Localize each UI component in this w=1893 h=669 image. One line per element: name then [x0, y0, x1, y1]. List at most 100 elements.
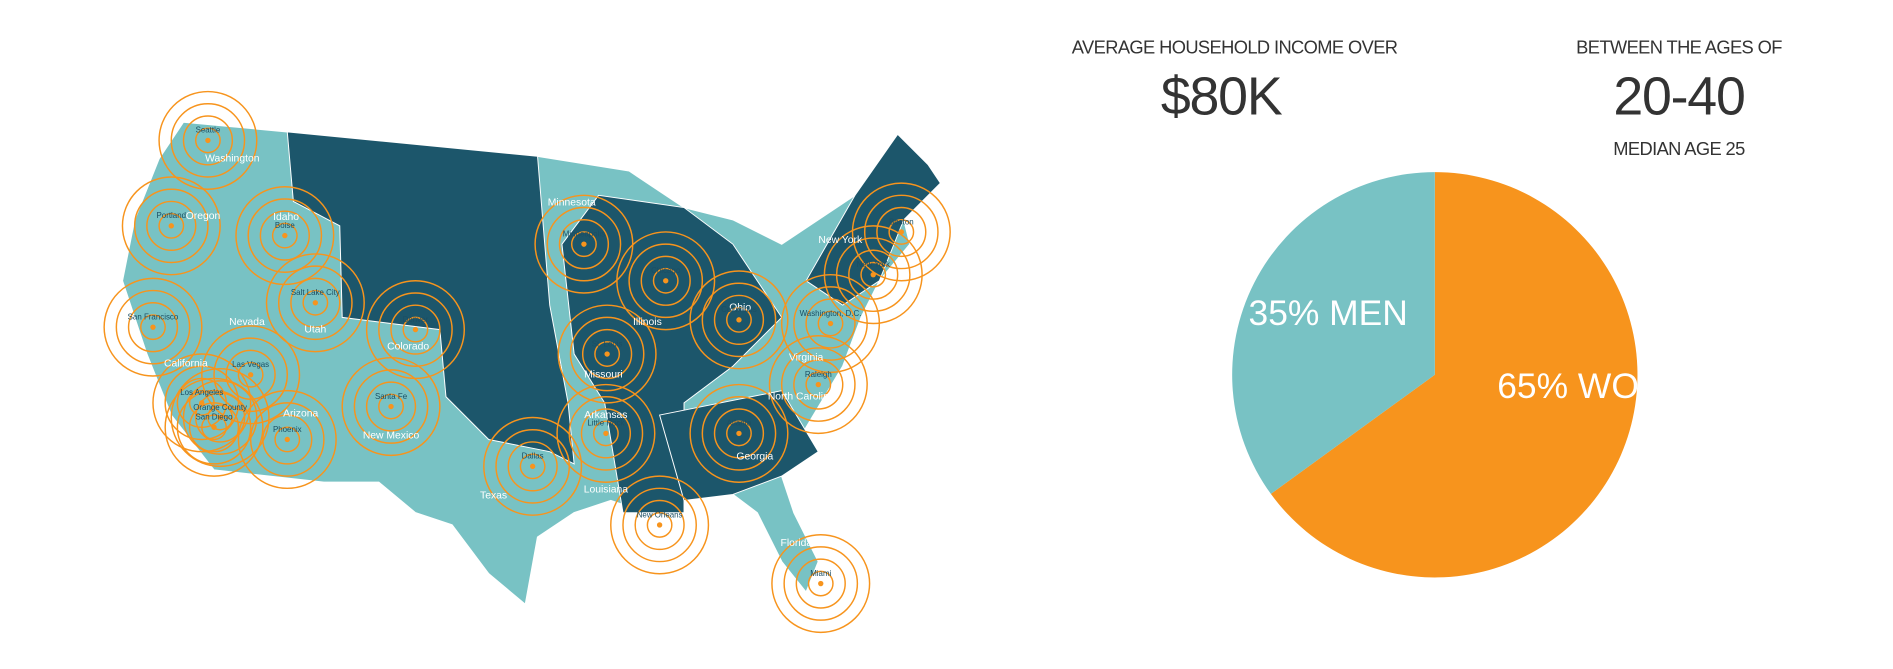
- city-dot: [284, 436, 290, 443]
- city-ring: [158, 212, 185, 239]
- city-ring: [402, 316, 429, 343]
- city-ring: [628, 243, 704, 319]
- city-ring: [121, 176, 221, 276]
- city-label: Portland: [157, 211, 187, 220]
- state-label: Washington: [205, 153, 260, 164]
- city-label: Los Angeles: [180, 388, 223, 397]
- median-age: MEDIAN AGE 25: [1613, 138, 1745, 159]
- state-label: Louisiana: [584, 484, 629, 495]
- city-dot: [827, 320, 834, 327]
- state-label: Texas: [480, 490, 507, 501]
- city-label: Little Rock: [587, 419, 624, 428]
- city-ring: [768, 334, 868, 435]
- city-ring: [640, 255, 691, 306]
- city-ring: [237, 361, 264, 388]
- city-ring: [726, 306, 752, 333]
- city-label: Orange County: [193, 403, 247, 412]
- state-label: Florida: [781, 538, 813, 549]
- state-label: Arizona: [283, 409, 318, 420]
- state-label: California: [164, 359, 208, 370]
- city-ring: [519, 453, 546, 480]
- city-label: Minneapolis: [563, 229, 605, 238]
- city-ring: [127, 302, 179, 353]
- city-ring: [876, 206, 927, 258]
- city-ring: [610, 475, 710, 575]
- city-ring: [390, 304, 441, 355]
- city-dot: [211, 424, 217, 430]
- state-label: Virginia: [789, 352, 824, 363]
- state-label: Georgia: [736, 451, 773, 462]
- pie-slice: [1232, 172, 1435, 494]
- city-ring: [570, 231, 597, 258]
- city-ring: [237, 389, 337, 490]
- city-ring: [805, 371, 832, 398]
- slice-label: 65% WOMEN: [1497, 366, 1717, 406]
- city-ring: [580, 408, 632, 459]
- city-dot: [529, 463, 536, 470]
- city-dot: [412, 326, 419, 333]
- city-ring: [259, 210, 310, 261]
- state-label: Nevada: [229, 317, 265, 328]
- city-ring: [558, 219, 610, 270]
- city-ring: [634, 499, 685, 551]
- city-dot: [205, 137, 211, 144]
- city-ring: [378, 393, 404, 420]
- city-ring: [247, 198, 323, 273]
- city-dot: [168, 223, 174, 229]
- state-label: Minnesota: [548, 197, 596, 208]
- state-label: New Mexico: [363, 431, 420, 442]
- state-label: Illinois: [633, 317, 662, 328]
- city-ring: [176, 389, 252, 465]
- state-label: New York: [818, 235, 863, 246]
- city-label: Las Vegas: [232, 360, 269, 369]
- city-ring: [140, 314, 166, 341]
- city-ring: [783, 546, 859, 621]
- city-ring: [353, 369, 429, 444]
- city-ring: [302, 289, 329, 316]
- age-caption: BETWEEN THE AGES OF: [1576, 37, 1782, 58]
- city-label: St. Louis: [592, 339, 623, 348]
- city-ring: [622, 487, 697, 563]
- city-ring: [713, 294, 765, 345]
- city-label: Phoenix: [273, 425, 302, 434]
- city-ring: [594, 341, 621, 367]
- city-ring: [848, 249, 899, 300]
- city-label: Miami: [810, 569, 831, 578]
- city-ring: [290, 277, 341, 328]
- city-ring: [888, 219, 915, 245]
- city-ring: [164, 365, 240, 441]
- city-ring: [581, 328, 633, 380]
- city-ring: [365, 381, 417, 432]
- city-dot: [247, 372, 254, 378]
- city-ring: [507, 441, 558, 492]
- city-label: Atlanta: [727, 419, 752, 428]
- city-dot: [736, 317, 742, 323]
- city-ring: [569, 316, 645, 392]
- city-ring: [795, 558, 846, 609]
- city-ring: [271, 222, 298, 249]
- city-label: Seattle: [196, 126, 221, 135]
- city-ring: [793, 359, 844, 410]
- city-ring: [823, 225, 923, 325]
- city-ring: [616, 231, 716, 331]
- city-ring: [152, 353, 252, 453]
- city-ring: [835, 237, 911, 313]
- city-ring: [556, 383, 656, 483]
- city-label: New York: [857, 260, 891, 269]
- city-ring: [341, 356, 441, 457]
- city-dot: [898, 229, 905, 235]
- city-ring: [188, 402, 240, 453]
- city-ring: [201, 414, 227, 441]
- city-ring: [771, 533, 871, 634]
- us-map: Washington Oregon Idaho Nevada Utah Colorado C…: [103, 90, 951, 634]
- age-value: 20-40: [1613, 66, 1744, 126]
- city-ring: [133, 188, 209, 264]
- city-ring: [158, 90, 258, 190]
- city-dot: [217, 414, 223, 421]
- city-ring: [726, 420, 752, 447]
- city-ring: [851, 182, 951, 282]
- city-ring: [701, 282, 777, 358]
- state-label: Colorado: [387, 341, 429, 352]
- city-dot: [388, 403, 394, 410]
